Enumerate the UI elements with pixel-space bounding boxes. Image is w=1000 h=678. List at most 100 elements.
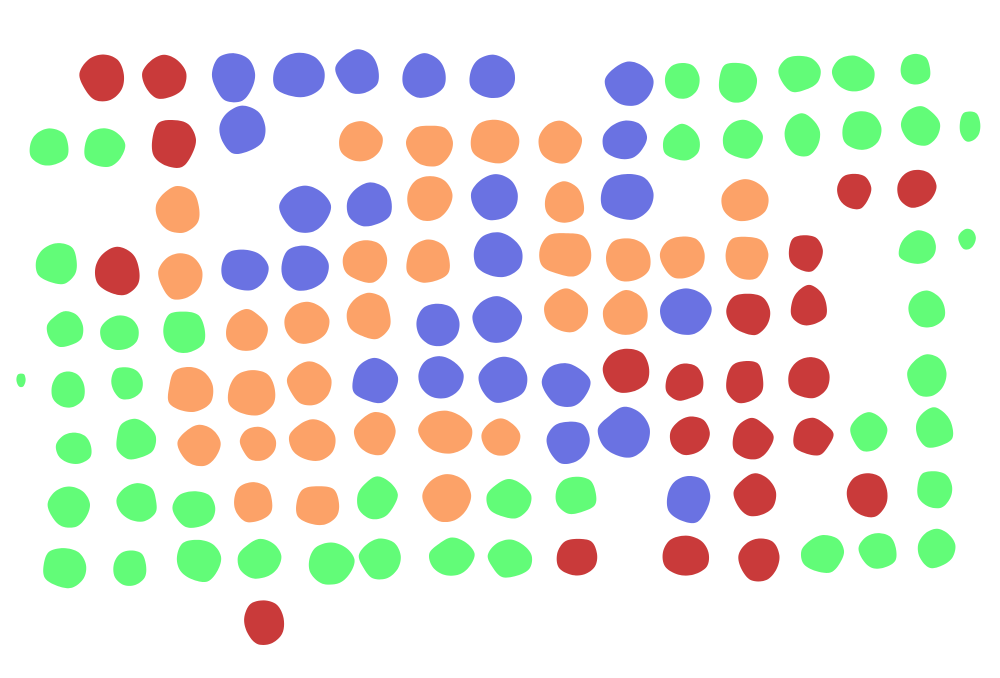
- blue-blob: [279, 185, 332, 233]
- green-blob: [237, 538, 282, 579]
- orange-blob: [539, 233, 592, 277]
- green-blob: [722, 119, 763, 159]
- orange-blob: [177, 424, 221, 467]
- orange-blob: [407, 176, 453, 222]
- red-blob: [788, 357, 830, 399]
- green-blob: [908, 290, 946, 328]
- green-blob: [915, 407, 954, 448]
- orange-blob: [418, 410, 473, 454]
- green-blob: [800, 534, 845, 573]
- blue-blob: [211, 53, 256, 103]
- green-blob: [662, 123, 700, 161]
- green-blob: [84, 128, 126, 168]
- green-blob: [917, 471, 953, 509]
- orange-blob: [158, 253, 203, 300]
- blue-blob: [472, 296, 523, 343]
- blue-blob: [273, 52, 325, 98]
- green-blob: [163, 311, 206, 353]
- orange-blob: [659, 236, 705, 279]
- orange-blob: [346, 292, 391, 340]
- green-blob: [357, 476, 398, 520]
- blue-blob: [666, 475, 711, 524]
- orange-blob: [167, 366, 214, 413]
- red-blob: [897, 169, 937, 208]
- green-blob: [958, 228, 976, 250]
- blue-blob: [221, 249, 269, 291]
- blue-blob: [660, 288, 712, 335]
- orange-blob: [284, 301, 330, 344]
- orange-blob: [342, 240, 388, 283]
- red-blob: [662, 535, 710, 576]
- red-blob: [793, 417, 834, 456]
- green-blob: [113, 550, 147, 586]
- green-blob: [907, 354, 947, 397]
- blue-blob: [416, 303, 460, 347]
- green-blob: [850, 412, 888, 452]
- orange-blob: [239, 426, 277, 461]
- green-blob: [29, 128, 69, 166]
- blue-blob: [469, 54, 516, 99]
- blue-blob: [478, 356, 528, 403]
- green-blob: [100, 315, 139, 351]
- orange-blob: [481, 418, 521, 456]
- green-blob: [900, 53, 931, 85]
- orange-blob: [406, 239, 450, 283]
- blue-blob: [402, 53, 446, 98]
- orange-blob: [470, 119, 520, 164]
- green-blob: [900, 106, 941, 146]
- red-blob: [94, 246, 140, 296]
- green-blob: [428, 537, 475, 576]
- green-blob: [842, 111, 882, 150]
- blue-blob: [602, 120, 648, 160]
- green-blob: [778, 55, 821, 93]
- green-blob: [116, 483, 157, 522]
- orange-blob: [288, 419, 336, 461]
- blue-blob: [219, 105, 266, 155]
- blue-blob: [346, 182, 392, 227]
- green-blob: [111, 367, 143, 400]
- green-blob: [172, 491, 216, 528]
- green-blob: [16, 373, 26, 388]
- green-blob: [308, 542, 355, 585]
- green-blob: [784, 113, 821, 157]
- orange-blob: [227, 370, 276, 416]
- blue-blob: [600, 174, 654, 220]
- red-blob: [790, 284, 827, 326]
- orange-blob: [538, 120, 583, 164]
- green-blob: [959, 111, 981, 142]
- blue-blob: [597, 406, 650, 458]
- red-blob: [726, 293, 771, 336]
- red-blob: [151, 119, 197, 168]
- orange-blob: [405, 125, 453, 167]
- green-blob: [43, 548, 87, 589]
- red-blob: [837, 173, 872, 210]
- orange-blob: [544, 181, 585, 223]
- orange-blob: [226, 308, 268, 351]
- red-blob: [732, 417, 774, 460]
- green-blob: [917, 528, 956, 569]
- green-blob: [35, 243, 77, 285]
- blue-blob: [604, 61, 654, 106]
- green-blob: [831, 55, 875, 92]
- red-blob: [788, 235, 823, 272]
- green-blob: [47, 486, 91, 528]
- orange-blob: [602, 289, 648, 335]
- orange-blob: [286, 361, 332, 406]
- orange-blob: [234, 482, 273, 523]
- red-blob: [669, 416, 710, 456]
- orange-blob: [353, 411, 396, 456]
- green-blob: [176, 539, 222, 583]
- blue-blob: [352, 357, 399, 404]
- blue-blob: [541, 363, 591, 407]
- green-blob: [486, 478, 532, 519]
- orange-blob: [339, 121, 383, 162]
- blue-blob: [470, 174, 518, 221]
- orange-blob: [721, 179, 769, 222]
- green-blob: [487, 539, 533, 578]
- red-blob: [846, 473, 888, 518]
- orange-blob: [544, 288, 589, 333]
- blue-blob: [546, 421, 590, 465]
- red-blob: [665, 363, 704, 401]
- red-blob: [142, 54, 187, 99]
